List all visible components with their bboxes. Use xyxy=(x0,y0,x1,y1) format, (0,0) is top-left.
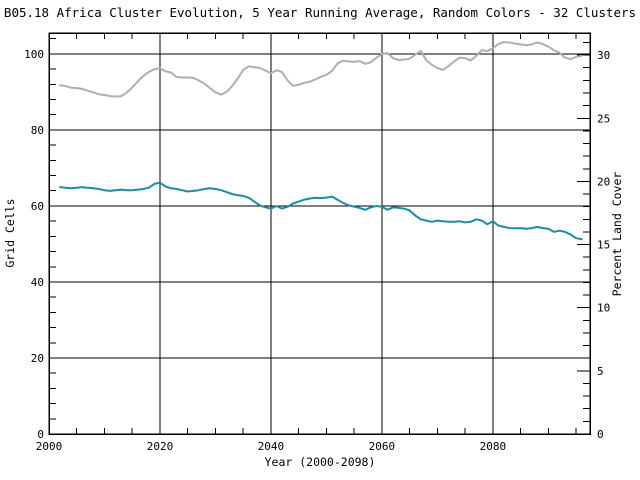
y-axis-label-right: Percent Land Cover xyxy=(610,172,624,297)
y-tick-label: 100 xyxy=(24,48,44,61)
x-tick-label: 2000 xyxy=(36,440,63,453)
y2-tick-label: 5 xyxy=(597,365,604,378)
y2-tick-label: 30 xyxy=(597,49,610,62)
plot-area-border xyxy=(48,32,591,435)
y-axis-label-left: Grid Cells xyxy=(3,198,17,267)
x-tick-label: 2020 xyxy=(147,440,174,453)
tick-group xyxy=(48,33,590,435)
x-axis-label: Year (2000-2098) xyxy=(265,455,376,469)
y-tick-label: 20 xyxy=(31,352,44,365)
y2-tick-label: 10 xyxy=(597,302,610,315)
y-tick-label: 40 xyxy=(31,276,44,289)
y-tick-label: 60 xyxy=(31,200,44,213)
teal-line xyxy=(59,181,583,241)
y2-tick-label: 25 xyxy=(597,112,610,125)
y2-tick-label: 15 xyxy=(597,239,610,252)
x-tick-label: 2080 xyxy=(480,440,507,453)
y2-tick-label: 20 xyxy=(597,175,610,188)
tick-label-group: 2000 2020 2040 2060 208002040608010005101520… xyxy=(24,48,610,453)
chart-title: B05.18 Africa Cluster Evolution, 5 Year … xyxy=(4,5,636,20)
x-tick-label: 2060 xyxy=(369,440,396,453)
series-group xyxy=(59,41,583,241)
gray-line xyxy=(59,41,583,98)
y-tick-label: 0 xyxy=(37,428,44,441)
y-tick-label: 80 xyxy=(31,124,44,137)
y2-tick-label: 0 xyxy=(597,428,604,441)
grid-group xyxy=(49,33,590,434)
x-tick-label: 2040 xyxy=(258,440,285,453)
